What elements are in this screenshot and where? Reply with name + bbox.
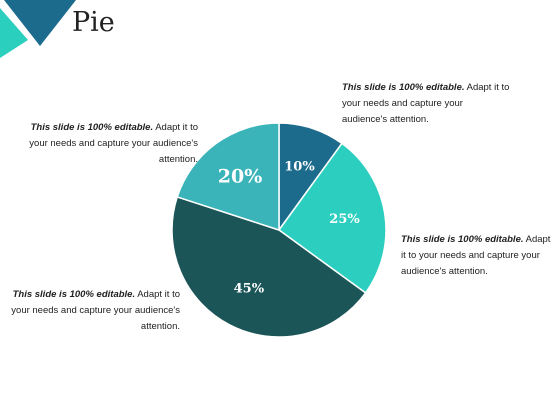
pie-slice bbox=[277, 142, 387, 294]
corner-teal-triangle bbox=[0, 8, 28, 58]
pie-slice bbox=[176, 122, 280, 232]
corner-decoration bbox=[0, 0, 76, 58]
annotation-bold: This slide is 100% editable. bbox=[342, 82, 465, 93]
pie-slice bbox=[171, 195, 367, 338]
pie-slice-label: 45% bbox=[234, 282, 265, 297]
corner-blue-triangle bbox=[4, 0, 76, 46]
annotation-text: Adapt it to your needs and capture your … bbox=[11, 289, 180, 332]
annotation-bold: This slide is 100% editable. bbox=[30, 122, 154, 133]
annotation-top-right: This slide is 100% editable. Adapt it to… bbox=[342, 80, 510, 128]
annotation-text: Adapt it to your needs and capture your … bbox=[342, 82, 510, 125]
annotation-bold: This slide is 100% editable. bbox=[401, 234, 524, 245]
annotation-text: Adapt it to your needs and capture your … bbox=[401, 234, 551, 277]
pie-slice-labels: 10% 25% 45% 20% bbox=[218, 159, 361, 296]
pie-slices bbox=[171, 122, 387, 338]
annotation-bottom-left: This slide is 100% editable. Adapt it to… bbox=[8, 287, 180, 335]
annotation-top-left: This slide is 100% editable. Adapt it to… bbox=[22, 120, 198, 168]
pie-slice-label: 10% bbox=[284, 159, 315, 174]
annotation-bold: This slide is 100% editable. bbox=[12, 289, 136, 300]
slide-title: Pie bbox=[72, 7, 115, 38]
annotation-text: Adapt it to your needs and capture your … bbox=[29, 122, 198, 165]
pie-slice-label: 25% bbox=[329, 212, 360, 227]
pie-slice-label: 20% bbox=[218, 165, 263, 187]
annotation-right: This slide is 100% editable. Adapt it to… bbox=[401, 232, 557, 280]
